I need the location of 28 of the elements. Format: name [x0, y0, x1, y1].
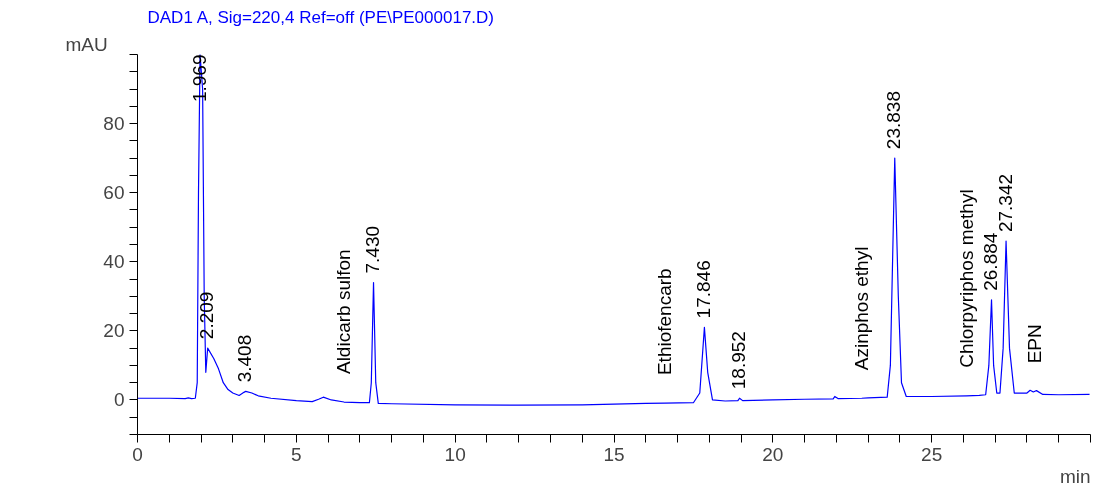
annotation: Ethiofencarb: [654, 268, 676, 376]
y-tick-label: 80: [103, 113, 125, 135]
annotation: Chlorpyriphos methyl: [956, 189, 978, 368]
y-tick-label: 60: [103, 182, 125, 204]
annotation: 26.884: [980, 232, 1002, 291]
annotation: 3.408: [234, 334, 256, 383]
annotation: 18.952: [728, 331, 750, 390]
chart-title: DAD1 A, Sig=220,4 Ref=off (PE\PE000017.D): [147, 7, 495, 27]
y-tick-label: 20: [103, 320, 125, 342]
y-axis-title: mAU: [65, 33, 108, 55]
y-tick-label: 40: [103, 251, 125, 273]
x-tick-label: 15: [603, 443, 625, 465]
x-tick-label: 25: [921, 443, 943, 465]
x-axis-title: min: [1059, 465, 1091, 487]
x-tick-label: 0: [132, 443, 143, 465]
annotation: 17.846: [692, 260, 714, 319]
annotation: 2.209: [196, 291, 218, 340]
annotation: 23.838: [883, 91, 905, 150]
annotation: 7.430: [362, 225, 384, 274]
annotation: EPN: [1024, 324, 1046, 364]
x-tick-label: 5: [291, 443, 302, 465]
annotation: 1.969: [188, 54, 210, 103]
annotation: Azinphos ethyl: [851, 246, 873, 371]
annotation: Aldicarb sulfon: [333, 249, 355, 375]
x-tick-label: 20: [762, 443, 784, 465]
annotation: 27.342: [994, 173, 1016, 233]
x-tick-label: 10: [444, 443, 466, 465]
y-tick-label: 0: [113, 389, 125, 411]
